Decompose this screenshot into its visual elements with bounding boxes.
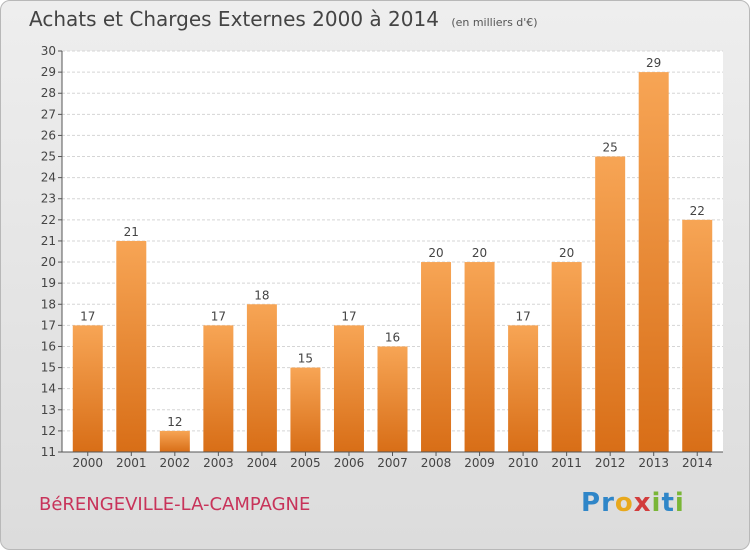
data-label-2013: 29 [646, 56, 661, 70]
bar-2003[interactable] [203, 325, 234, 452]
data-label-2004: 18 [254, 288, 269, 302]
x-tick-label: 2011 [551, 456, 582, 470]
y-axis-ticks: 11 12 13 14 15 16 17 18 19 20 21 22 23 24 25 26 27 28 29 30 [41, 44, 62, 459]
bar-2014[interactable] [682, 219, 713, 452]
logo-letter: r [601, 488, 615, 518]
data-label-2003: 17 [211, 309, 226, 323]
bar-2005[interactable] [290, 367, 321, 452]
y-tick-label: 28 [41, 86, 56, 100]
data-label-2009: 20 [472, 246, 487, 260]
logo-letter: x [633, 488, 652, 518]
data-label-2010: 17 [515, 309, 530, 323]
data-label-2000: 17 [80, 309, 95, 323]
y-tick-label: 26 [41, 128, 56, 142]
bar-2009[interactable] [464, 262, 495, 452]
data-label-2005: 15 [298, 352, 313, 366]
data-label-2006: 17 [341, 309, 356, 323]
bar-2011[interactable] [551, 262, 582, 452]
proxiti-logo[interactable]: Proxiti [581, 488, 685, 518]
x-tick-label: 2007 [377, 456, 408, 470]
y-tick-label: 16 [41, 339, 56, 353]
y-tick-label: 25 [41, 150, 56, 164]
bar-2013[interactable] [638, 72, 669, 453]
x-axis-ticks: 2000 2001 2002 2003 2004 2005 2006 2007 2008 2009… [72, 452, 713, 470]
y-tick-label: 27 [41, 107, 56, 121]
data-label-2002: 12 [167, 415, 182, 429]
logo-letter: o [614, 488, 634, 518]
x-tick-label: 2000 [72, 456, 103, 470]
x-tick-label: 2013 [638, 456, 669, 470]
data-label-2007: 16 [385, 330, 400, 344]
y-tick-label: 18 [41, 297, 56, 311]
data-label-2008: 20 [428, 246, 443, 260]
y-tick-label: 20 [41, 255, 56, 269]
data-labels: 17 21 12 17 18 15 17 16 20 20 17 20 25 29 22 [80, 56, 705, 429]
y-tick-label: 11 [41, 445, 56, 459]
y-tick-label: 15 [41, 361, 56, 375]
logo-letter: t [661, 488, 675, 518]
x-tick-label: 2014 [682, 456, 713, 470]
data-label-2001: 21 [124, 225, 139, 239]
data-label-2011: 20 [559, 246, 574, 260]
data-label-2012: 25 [603, 141, 618, 155]
y-tick-label: 23 [41, 192, 56, 206]
logo-letter: i [651, 488, 662, 518]
y-tick-label: 24 [41, 171, 56, 185]
bar-2012[interactable] [595, 156, 626, 453]
bar-2010[interactable] [508, 325, 539, 452]
y-tick-label: 30 [41, 44, 56, 58]
y-tick-label: 22 [41, 213, 56, 227]
x-tick-label: 2010 [508, 456, 539, 470]
data-label-2014: 22 [690, 204, 705, 218]
bar-2008[interactable] [421, 262, 452, 452]
chart-title: Achats et Charges Externes 2000 à 2014 (… [29, 7, 538, 31]
x-tick-label: 2009 [464, 456, 495, 470]
x-tick-label: 2012 [595, 456, 626, 470]
bar-2004[interactable] [246, 304, 277, 452]
y-tick-label: 14 [41, 382, 56, 396]
chart-subtitle: (en milliers d'€) [451, 16, 538, 29]
bar-2000[interactable] [72, 325, 103, 452]
x-tick-label: 2004 [247, 456, 278, 470]
x-tick-label: 2005 [290, 456, 321, 470]
y-tick-label: 29 [41, 65, 56, 79]
x-tick-label: 2006 [334, 456, 365, 470]
chart-title-text: Achats et Charges Externes 2000 à 2014 [29, 7, 439, 31]
bar-2006[interactable] [333, 325, 364, 452]
y-tick-label: 21 [41, 234, 56, 248]
y-tick-label: 12 [41, 424, 56, 438]
bars [72, 72, 713, 453]
y-tick-label: 19 [41, 276, 56, 290]
y-tick-label: 13 [41, 403, 56, 417]
x-tick-label: 2002 [160, 456, 191, 470]
x-tick-label: 2001 [116, 456, 147, 470]
bar-2002[interactable] [159, 430, 190, 452]
bar-2001[interactable] [116, 240, 147, 452]
bar-2007[interactable] [377, 346, 408, 452]
y-tick-label: 17 [41, 318, 56, 332]
place-name: BéRENGEVILLE-LA-CAMPAGNE [39, 494, 311, 515]
logo-letter: i [674, 488, 685, 518]
x-tick-label: 2003 [203, 456, 234, 470]
logo-letter: P [581, 488, 602, 518]
x-tick-label: 2008 [421, 456, 452, 470]
